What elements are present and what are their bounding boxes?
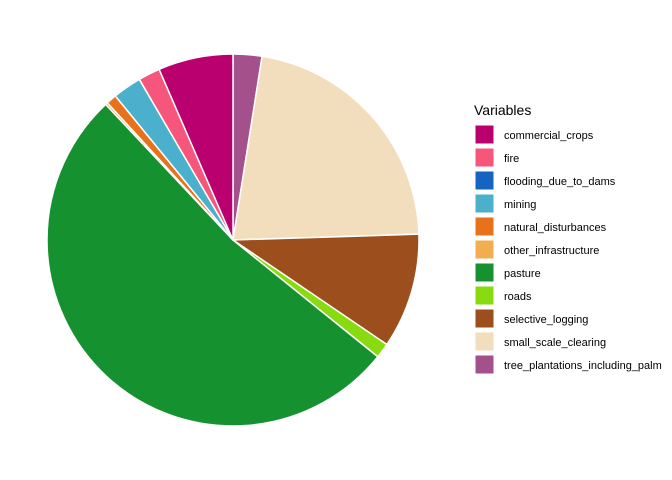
- legend-item: mining: [474, 193, 536, 214]
- legend-label: small_scale_clearing: [504, 337, 606, 349]
- legend-item: roads: [474, 285, 532, 306]
- legend-swatch: [474, 285, 495, 306]
- legend-label: flooding_due_to_dams: [504, 176, 616, 188]
- legend-swatch: [474, 193, 495, 214]
- legend-label: tree_plantations_including_palm: [504, 360, 662, 372]
- pie-slice-small-scale-clearing: [232, 55, 420, 241]
- legend-swatch: [474, 308, 495, 329]
- legend-item: natural_disturbances: [474, 216, 607, 237]
- legend-swatch: [474, 262, 495, 283]
- legend-swatch: [474, 124, 495, 145]
- legend-label: commercial_crops: [504, 130, 594, 142]
- legend-item: tree_plantations_including_palm: [474, 354, 662, 375]
- legend-label: mining: [504, 199, 536, 211]
- legend-label: pasture: [504, 268, 541, 280]
- legend-item: selective_logging: [474, 308, 588, 329]
- pie-slice-pasture: [46, 103, 379, 427]
- legend-label: fire: [504, 153, 519, 165]
- legend-item: other_infrastructure: [474, 239, 599, 260]
- legend-swatch: [474, 170, 495, 191]
- legend-swatch: [474, 354, 495, 375]
- pie-slice-commercial-crops: [158, 53, 234, 241]
- legend-item: pasture: [474, 262, 541, 283]
- legend-swatch: [474, 331, 495, 352]
- legend-label: selective_logging: [504, 314, 588, 326]
- legend-title: Variables: [474, 102, 531, 118]
- legend-label: other_infrastructure: [504, 245, 599, 257]
- legend-swatch: [474, 147, 495, 168]
- legend-swatch: [474, 216, 495, 237]
- legend-swatch: [474, 239, 495, 260]
- legend-item: flooding_due_to_dams: [474, 170, 616, 191]
- pie-slice-selective-logging: [232, 233, 420, 346]
- legend-item: fire: [474, 147, 519, 168]
- legend-item: commercial_crops: [474, 124, 594, 145]
- legend-label: natural_disturbances: [504, 222, 607, 234]
- legend-label: roads: [504, 291, 532, 303]
- legend-item: small_scale_clearing: [474, 331, 606, 352]
- pie-slices: [46, 53, 420, 427]
